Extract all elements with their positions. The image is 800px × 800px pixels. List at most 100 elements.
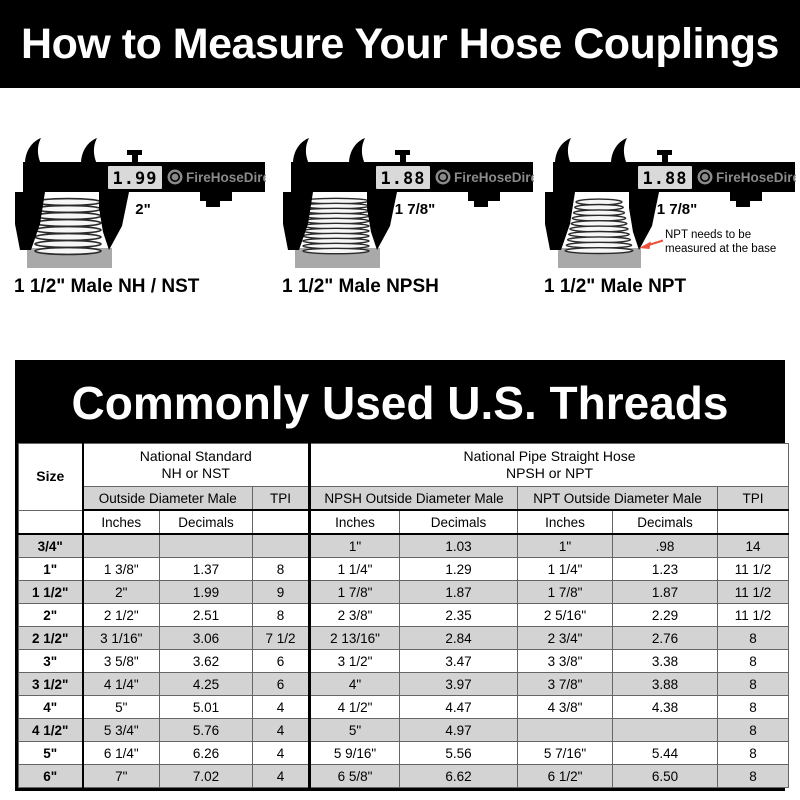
caliper-display [636,164,694,191]
value-cell: 11 1/2 [716,580,790,604]
value-cell: 9 [252,580,310,604]
value-cell: 3.38 [612,649,718,673]
column-header-size: Size [18,443,84,511]
caliper-diagram-npt: 1.88 FireHoseDirect 1 7/8" NPT needs to … [545,138,796,268]
empty-header-cell [252,509,310,535]
value-cell: 5 9/16" [308,741,400,765]
table-row: 3/4" 1" 1.03 1" .98 14 [18,533,790,558]
value-cell: 8 [716,764,790,788]
size-cell: 3/4" [18,533,84,558]
caliper-upper-prong-left [555,138,571,164]
column-header-nh-tpi: TPI [252,486,310,511]
value-cell: 4.38 [612,695,718,719]
value-cell: 4" [308,672,400,696]
caliper-thumbscrew [395,150,410,155]
brand-logo-text: FireHoseDirect [454,170,534,185]
value-cell: 4 [252,741,310,765]
column-header-decimals: Decimals [399,509,518,535]
measured-size-label: 1 7/8" [395,201,435,218]
caliper-diagram-npsh: 1.88 FireHoseDirect 1 7/8" [283,138,534,268]
coupling-threads [34,197,102,256]
measured-size-label: 1 7/8" [657,201,697,218]
brand-logo-text: FireHoseDirect [716,170,796,185]
value-cell: 3.97 [399,672,518,696]
value-cell: 2 13/16" [308,626,400,650]
value-cell: 8 [716,695,790,719]
column-header-inches: Inches [517,509,613,535]
table-row: 4" 5" 5.01 4 4 1/2" 4.47 4 3/8" 4.38 8 [18,695,790,719]
caliper-display-value: 1.88 [381,169,426,189]
caliper-caption: 1 1/2" Male NPT [544,276,687,297]
value-cell: 2.51 [159,603,253,627]
npt-annotation: NPT needs to be measured at the base [639,229,776,255]
value-cell: 6 [252,649,310,673]
column-group-nh: National Standard NH or NST [82,443,310,487]
column-header-inches: Inches [82,509,160,535]
caliper-jaw-right [629,192,659,250]
caliper-display [374,164,432,191]
size-cell: 1 1/2" [18,580,84,604]
brand-logo-text: FireHoseDirect [186,170,266,185]
value-cell: 2 1/2" [82,603,160,627]
value-cell: 1 7/8" [517,580,613,604]
value-cell: 8 [716,626,790,650]
table-row: 3" 3 5/8" 3.62 6 3 1/2" 3.47 3 3/8" 3.38 8 [18,649,790,673]
threads-table: Size National Standard NH or NST Nationa… [18,443,790,788]
npt-arrow-head [639,241,651,249]
value-cell: 2 3/8" [308,603,400,627]
value-cell: 5.56 [399,741,518,765]
caliper-upper-prong-left [293,138,309,164]
value-cell: 3.62 [159,649,253,673]
value-cell: 5" [308,718,400,742]
value-cell: 4.25 [159,672,253,696]
size-cell: 1" [18,557,84,581]
column-header-inches: Inches [308,509,400,535]
table-row: 5" 6 1/4" 6.26 4 5 9/16" 5.56 5 7/16" 5.44 8 [18,741,790,765]
value-cell: 1" [308,533,400,558]
value-cell: 11 1/2 [716,557,790,581]
value-cell: 1 3/8" [82,557,160,581]
value-cell: 2 3/4" [517,626,613,650]
coupling-threads [302,197,370,255]
column-header-decimals: Decimals [612,509,718,535]
value-cell: 1.87 [399,580,518,604]
value-cell: 7" [82,764,160,788]
value-cell: 1 1/4" [308,557,400,581]
value-cell [252,533,310,558]
value-cell: 6 [252,672,310,696]
value-cell: 8 [252,557,310,581]
value-cell: 5" [82,695,160,719]
table-row: 6" 7" 7.02 4 6 5/8" 6.62 6 1/2" 6.50 8 [18,764,790,788]
value-cell: 3 1/2" [308,649,400,673]
value-cell: 8 [716,741,790,765]
brand-logo-icon [167,169,183,185]
value-cell: 1 7/8" [308,580,400,604]
caliper-jaw-left [283,192,313,250]
value-cell: 4 3/8" [517,695,613,719]
value-cell: 6.50 [612,764,718,788]
empty-header-cell [716,509,790,535]
caliper-diagram-nh-nst: 1.99 FireHoseDirect 2" [15,138,266,268]
empty-header-cell [18,509,84,535]
caliper-upper-prong-left [25,138,41,164]
value-cell: 5 3/4" [82,718,160,742]
value-cell: 4 [252,764,310,788]
caliper-upper-prong-right [81,138,97,164]
column-header-nh-od: Outside Diameter Male [82,486,253,511]
caliper-jaw-left [15,192,45,250]
caliper-upper-prong-right [611,138,627,164]
value-cell: 2.35 [399,603,518,627]
size-cell: 6" [18,764,84,788]
table-row: 3 1/2" 4 1/4" 4.25 6 4" 3.97 3 7/8" 3.88 8 [18,672,790,696]
value-cell: 2.29 [612,603,718,627]
value-cell: 8 [252,603,310,627]
value-cell: 4.97 [399,718,518,742]
value-cell: 14 [716,533,790,558]
caliper-figure-nh-nst: 1.99 FireHoseDirect 2" 1 1/2" Male NH / … [14,138,266,298]
value-cell: 1" [517,533,613,558]
value-cell: 6 1/2" [517,764,613,788]
value-cell: 6 1/4" [82,741,160,765]
value-cell: 4 [252,695,310,719]
value-cell: 2 5/16" [517,603,613,627]
table-row: 4 1/2" 5 3/4" 5.76 4 5" 4.97 8 [18,718,790,742]
